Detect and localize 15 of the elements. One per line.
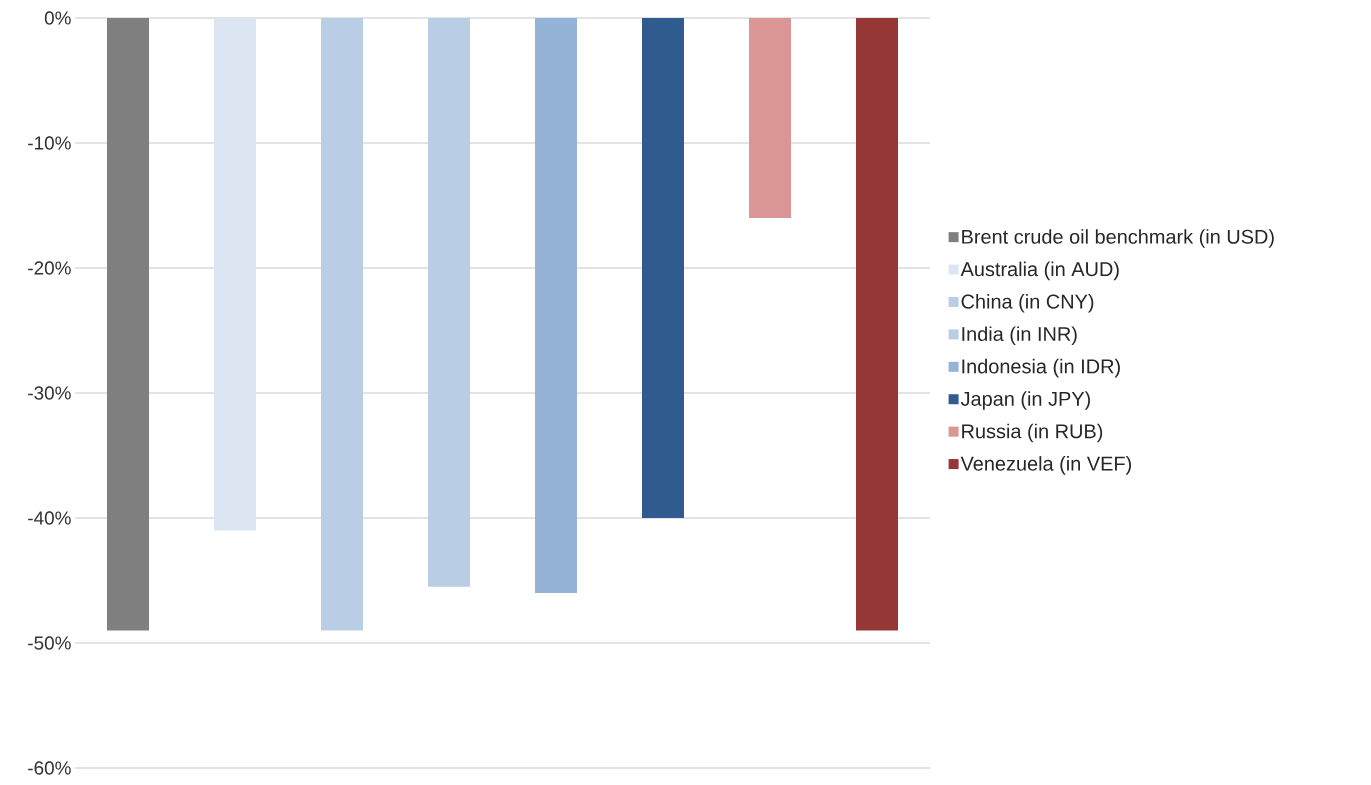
legend-label: Brent crude oil benchmark (in USD) xyxy=(962,229,1274,248)
legend-label: Indonesia (in IDR) xyxy=(962,358,1120,378)
legend-label: Australia (in AUD) xyxy=(960,261,1119,281)
legend-label: Japan (in JPY) xyxy=(960,391,1090,410)
y-tick-label: -20% xyxy=(28,261,71,275)
legend-label: China (in CNY) xyxy=(961,294,1094,313)
y-tick-label: -30% xyxy=(28,386,71,400)
y-tick-label: -10% xyxy=(28,136,71,150)
legend-label: Venezuela (in VEF) xyxy=(960,456,1131,475)
y-tick-label: 0% xyxy=(44,11,71,25)
legend-label: India (in INR) xyxy=(962,326,1077,345)
y-tick-label: -50% xyxy=(28,636,71,650)
legend-label: Russia (in RUB) xyxy=(962,423,1103,443)
y-tick-label: -60% xyxy=(28,761,71,775)
y-tick-label: -40% xyxy=(28,511,71,525)
